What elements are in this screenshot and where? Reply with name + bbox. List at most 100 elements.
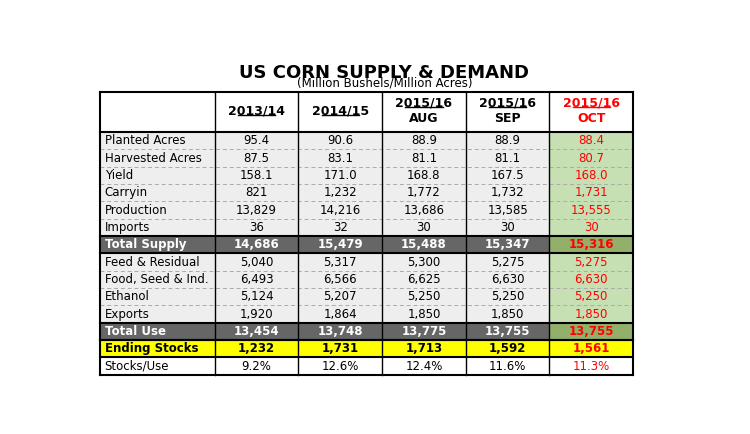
Bar <box>382 92 466 132</box>
Bar <box>298 306 382 323</box>
Text: Planted Acres: Planted Acres <box>104 134 185 147</box>
Bar <box>100 149 214 167</box>
Bar <box>466 149 550 167</box>
Text: Total Supply: Total Supply <box>104 238 186 251</box>
Text: 1,731: 1,731 <box>322 342 358 355</box>
Bar <box>214 288 298 306</box>
Bar <box>382 340 466 357</box>
Bar <box>214 357 298 375</box>
Text: 13,686: 13,686 <box>404 204 445 217</box>
Text: 5,250: 5,250 <box>574 290 608 303</box>
Text: 13,829: 13,829 <box>236 204 277 217</box>
Bar <box>214 167 298 184</box>
Text: 6,630: 6,630 <box>574 273 608 286</box>
Bar <box>466 167 550 184</box>
Text: 15,479: 15,479 <box>317 238 363 251</box>
Text: 2014/15: 2014/15 <box>312 104 369 117</box>
Text: 168.0: 168.0 <box>574 169 608 182</box>
Bar <box>550 357 633 375</box>
Bar <box>298 132 382 149</box>
Bar <box>100 340 214 357</box>
Text: Total Use: Total Use <box>104 325 166 338</box>
Bar <box>550 149 633 167</box>
Bar <box>100 167 214 184</box>
Text: 1,772: 1,772 <box>407 186 441 199</box>
Text: OCT: OCT <box>577 112 605 125</box>
Text: 30: 30 <box>416 221 431 234</box>
Text: 13,775: 13,775 <box>401 325 446 338</box>
Bar <box>214 236 298 253</box>
Text: 821: 821 <box>245 186 268 199</box>
Bar <box>100 184 214 201</box>
Bar <box>466 201 550 219</box>
Bar <box>100 201 214 219</box>
Bar <box>298 271 382 288</box>
Text: Exports: Exports <box>104 308 149 321</box>
Text: 2015/16: 2015/16 <box>395 96 452 109</box>
Bar <box>550 132 633 149</box>
Bar <box>382 306 466 323</box>
Bar <box>466 236 550 253</box>
Bar <box>466 340 550 357</box>
Text: AUG: AUG <box>410 112 439 125</box>
Text: (Million Bushels/Million Acres): (Million Bushels/Million Acres) <box>296 77 472 90</box>
Text: 15,316: 15,316 <box>568 238 614 251</box>
Text: Ending Stocks: Ending Stocks <box>104 342 198 355</box>
Text: 81.1: 81.1 <box>411 151 437 164</box>
Bar <box>466 219 550 236</box>
Bar <box>466 271 550 288</box>
Bar <box>298 201 382 219</box>
Bar <box>100 253 214 271</box>
Text: Stocks/Use: Stocks/Use <box>104 359 169 372</box>
Text: 13,748: 13,748 <box>317 325 363 338</box>
Bar <box>550 236 633 253</box>
Text: 2013/14: 2013/14 <box>228 104 285 117</box>
Bar <box>550 219 633 236</box>
Bar <box>382 219 466 236</box>
Bar <box>298 184 382 201</box>
Text: 13,755: 13,755 <box>484 325 530 338</box>
Bar <box>298 340 382 357</box>
Bar <box>550 167 633 184</box>
Text: 13,755: 13,755 <box>568 325 614 338</box>
Bar <box>550 201 633 219</box>
Bar <box>550 92 633 132</box>
Bar <box>466 306 550 323</box>
Text: 15,347: 15,347 <box>484 238 530 251</box>
Text: 2015/16: 2015/16 <box>562 96 620 109</box>
Text: 1,850: 1,850 <box>407 308 440 321</box>
Text: 1,232: 1,232 <box>323 186 357 199</box>
Text: 1,713: 1,713 <box>405 342 442 355</box>
Text: 9.2%: 9.2% <box>242 359 272 372</box>
Bar <box>382 149 466 167</box>
Text: 12.6%: 12.6% <box>322 359 359 372</box>
Text: 95.4: 95.4 <box>244 134 269 147</box>
Text: 158.1: 158.1 <box>240 169 273 182</box>
Text: 5,250: 5,250 <box>491 290 524 303</box>
Text: Production: Production <box>104 204 167 217</box>
Bar <box>466 323 550 340</box>
Bar <box>382 357 466 375</box>
Bar <box>382 184 466 201</box>
Text: 6,566: 6,566 <box>323 273 357 286</box>
Bar <box>550 340 633 357</box>
Text: 168.8: 168.8 <box>407 169 441 182</box>
Text: 1,592: 1,592 <box>489 342 526 355</box>
Bar <box>214 149 298 167</box>
Text: 83.1: 83.1 <box>327 151 353 164</box>
Text: 1,732: 1,732 <box>490 186 524 199</box>
Bar <box>382 167 466 184</box>
Bar <box>214 340 298 357</box>
Bar <box>466 253 550 271</box>
Text: 14,216: 14,216 <box>320 204 361 217</box>
Text: 14,686: 14,686 <box>234 238 279 251</box>
Text: 30: 30 <box>584 221 598 234</box>
Bar <box>298 288 382 306</box>
Bar <box>298 167 382 184</box>
Bar <box>382 236 466 253</box>
Text: 13,555: 13,555 <box>571 204 612 217</box>
Text: 6,630: 6,630 <box>490 273 524 286</box>
Text: 30: 30 <box>500 221 515 234</box>
Bar <box>100 132 214 149</box>
Bar <box>550 323 633 340</box>
